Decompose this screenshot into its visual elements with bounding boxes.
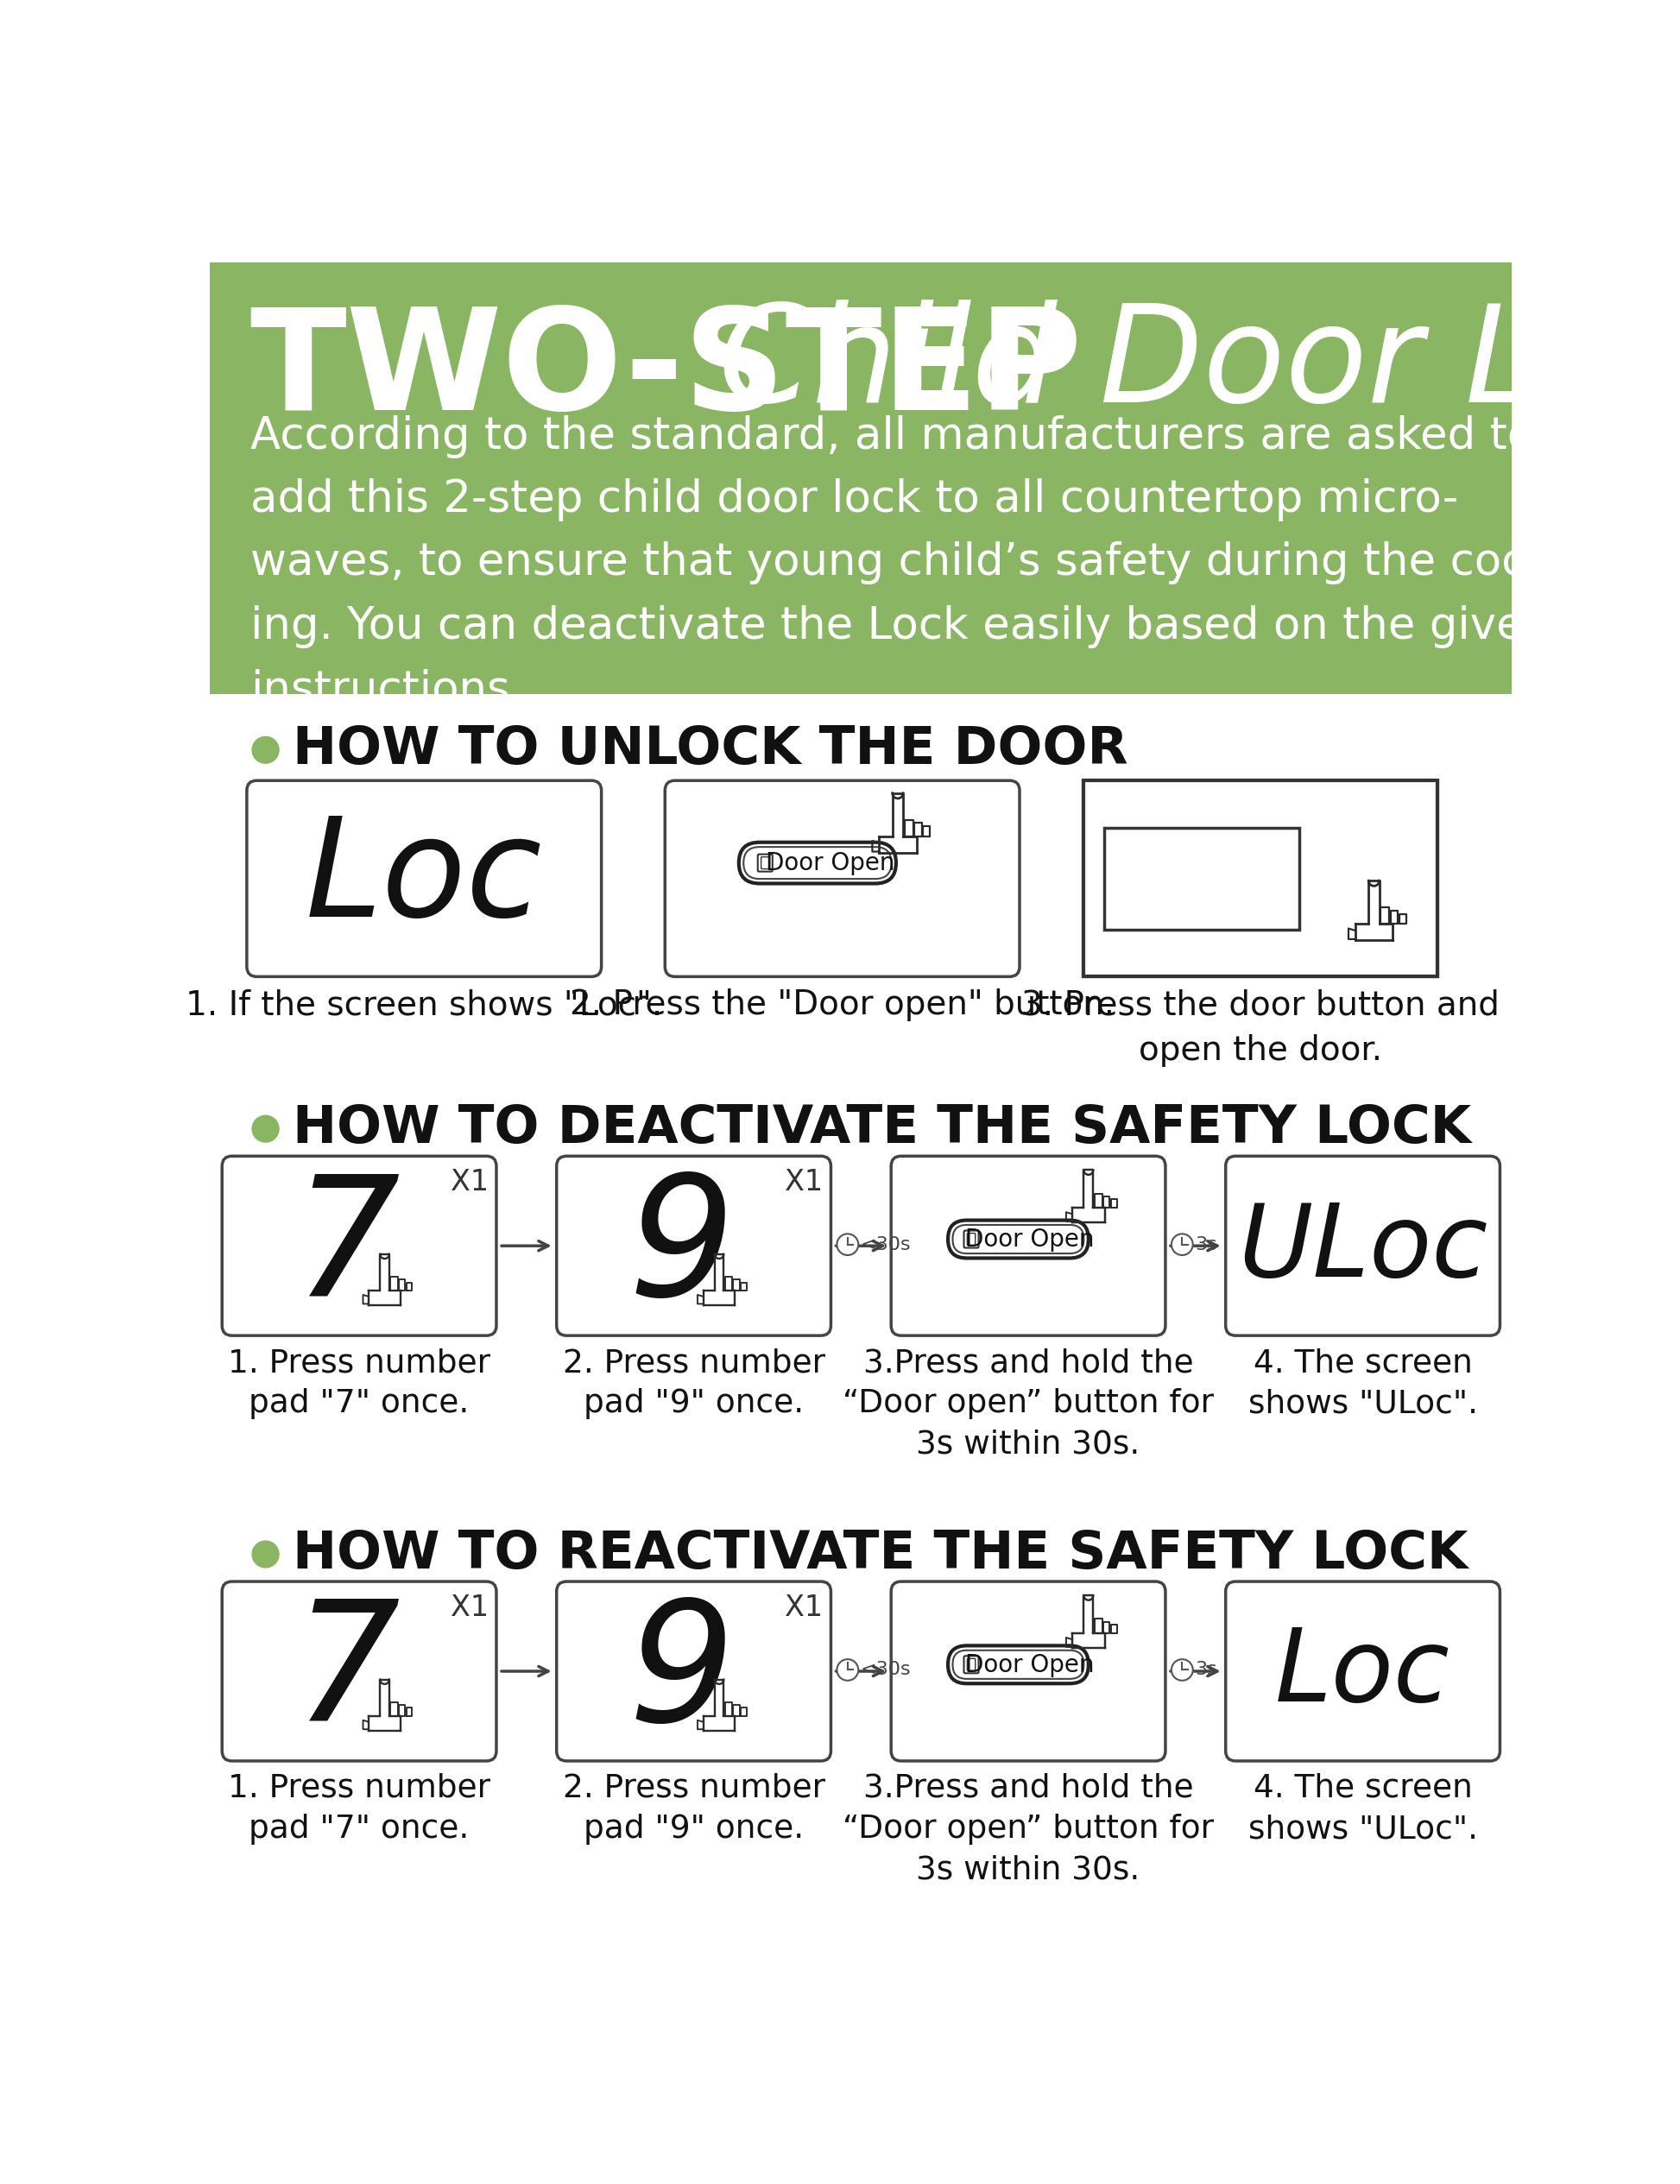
FancyBboxPatch shape	[739, 843, 895, 885]
Text: Door Open: Door Open	[766, 852, 894, 876]
FancyBboxPatch shape	[744, 847, 892, 878]
Text: ULoc: ULoc	[1238, 1199, 1488, 1297]
Text: X1: X1	[450, 1168, 489, 1197]
Text: 4. The screen
shows "ULoc".: 4. The screen shows "ULoc".	[1248, 1773, 1478, 1845]
FancyBboxPatch shape	[1226, 1581, 1500, 1760]
Text: Loc: Loc	[306, 812, 543, 946]
FancyBboxPatch shape	[1084, 780, 1438, 976]
FancyBboxPatch shape	[948, 1647, 1089, 1684]
Text: HOW TO UNLOCK THE DOOR: HOW TO UNLOCK THE DOOR	[292, 725, 1127, 775]
Text: 2. Press the "Door open" button.: 2. Press the "Door open" button.	[570, 989, 1116, 1022]
Text: 3. Press the door button and
open the door.: 3. Press the door button and open the do…	[1021, 989, 1500, 1068]
Text: 9: 9	[628, 1168, 736, 1330]
FancyBboxPatch shape	[953, 1225, 1084, 1254]
Text: X1: X1	[785, 1168, 823, 1197]
Text: 2. Press number
pad "9" once.: 2. Press number pad "9" once.	[563, 1773, 825, 1845]
FancyBboxPatch shape	[665, 780, 1020, 976]
Text: 7: 7	[294, 1168, 400, 1330]
FancyBboxPatch shape	[556, 1581, 832, 1760]
Text: 4. The screen
shows "ULoc".: 4. The screen shows "ULoc".	[1248, 1348, 1478, 1420]
Bar	[1104, 828, 1299, 930]
FancyBboxPatch shape	[556, 1155, 832, 1337]
FancyBboxPatch shape	[222, 1155, 496, 1337]
Text: HOW TO REACTIVATE THE SAFETY LOCK: HOW TO REACTIVATE THE SAFETY LOCK	[292, 1529, 1468, 1579]
FancyBboxPatch shape	[222, 1581, 496, 1760]
Circle shape	[252, 1116, 279, 1142]
FancyBboxPatch shape	[1226, 1155, 1500, 1337]
Text: Loc: Loc	[1275, 1625, 1450, 1723]
Circle shape	[1171, 1234, 1193, 1256]
Text: 1. Press number
pad "7" once.: 1. Press number pad "7" once.	[228, 1773, 491, 1845]
Circle shape	[1171, 1660, 1193, 1679]
Text: TWO-STEP: TWO-STEP	[250, 301, 1084, 439]
Circle shape	[252, 1542, 279, 1568]
Text: Child Door Lock: Child Door Lock	[719, 299, 1680, 428]
Text: 1. Press number
pad "7" once.: 1. Press number pad "7" once.	[228, 1348, 491, 1420]
Text: X1: X1	[450, 1594, 489, 1623]
FancyBboxPatch shape	[761, 856, 769, 869]
FancyBboxPatch shape	[758, 854, 773, 871]
Text: <30s: <30s	[860, 1662, 911, 1679]
Text: Door Open: Door Open	[964, 1227, 1094, 1251]
FancyBboxPatch shape	[964, 1230, 979, 1247]
Bar	[210, 262, 1512, 695]
Circle shape	[252, 736, 279, 762]
Text: 2. Press number
pad "9" once.: 2. Press number pad "9" once.	[563, 1348, 825, 1420]
Text: HOW TO DEACTIVATE THE SAFETY LOCK: HOW TO DEACTIVATE THE SAFETY LOCK	[292, 1103, 1470, 1155]
Text: 9: 9	[628, 1594, 736, 1756]
Text: 3s: 3s	[1194, 1236, 1216, 1254]
FancyBboxPatch shape	[247, 780, 601, 976]
FancyBboxPatch shape	[964, 1655, 979, 1673]
Text: <30s: <30s	[860, 1236, 911, 1254]
FancyBboxPatch shape	[890, 1581, 1166, 1760]
Text: 3s: 3s	[1194, 1662, 1216, 1679]
FancyBboxPatch shape	[890, 1155, 1166, 1337]
FancyBboxPatch shape	[948, 1221, 1089, 1258]
Text: 7: 7	[294, 1594, 400, 1756]
FancyBboxPatch shape	[968, 1658, 976, 1671]
Text: According to the standard, all manufacturers are asked to
add this 2-step child : According to the standard, all manufactu…	[250, 415, 1569, 712]
Text: 3.Press and hold the
“Door open” button for
3s within 30s.: 3.Press and hold the “Door open” button …	[843, 1348, 1215, 1461]
Text: Door Open: Door Open	[964, 1653, 1094, 1677]
Text: X1: X1	[785, 1594, 823, 1623]
FancyBboxPatch shape	[953, 1651, 1084, 1679]
Circle shape	[837, 1234, 858, 1256]
Circle shape	[837, 1660, 858, 1679]
Bar	[1084, 780, 1438, 976]
Text: 3.Press and hold the
“Door open” button for
3s within 30s.: 3.Press and hold the “Door open” button …	[843, 1773, 1215, 1885]
Text: 1. If the screen shows "Loc".: 1. If the screen shows "Loc".	[186, 989, 662, 1022]
FancyBboxPatch shape	[968, 1234, 976, 1245]
